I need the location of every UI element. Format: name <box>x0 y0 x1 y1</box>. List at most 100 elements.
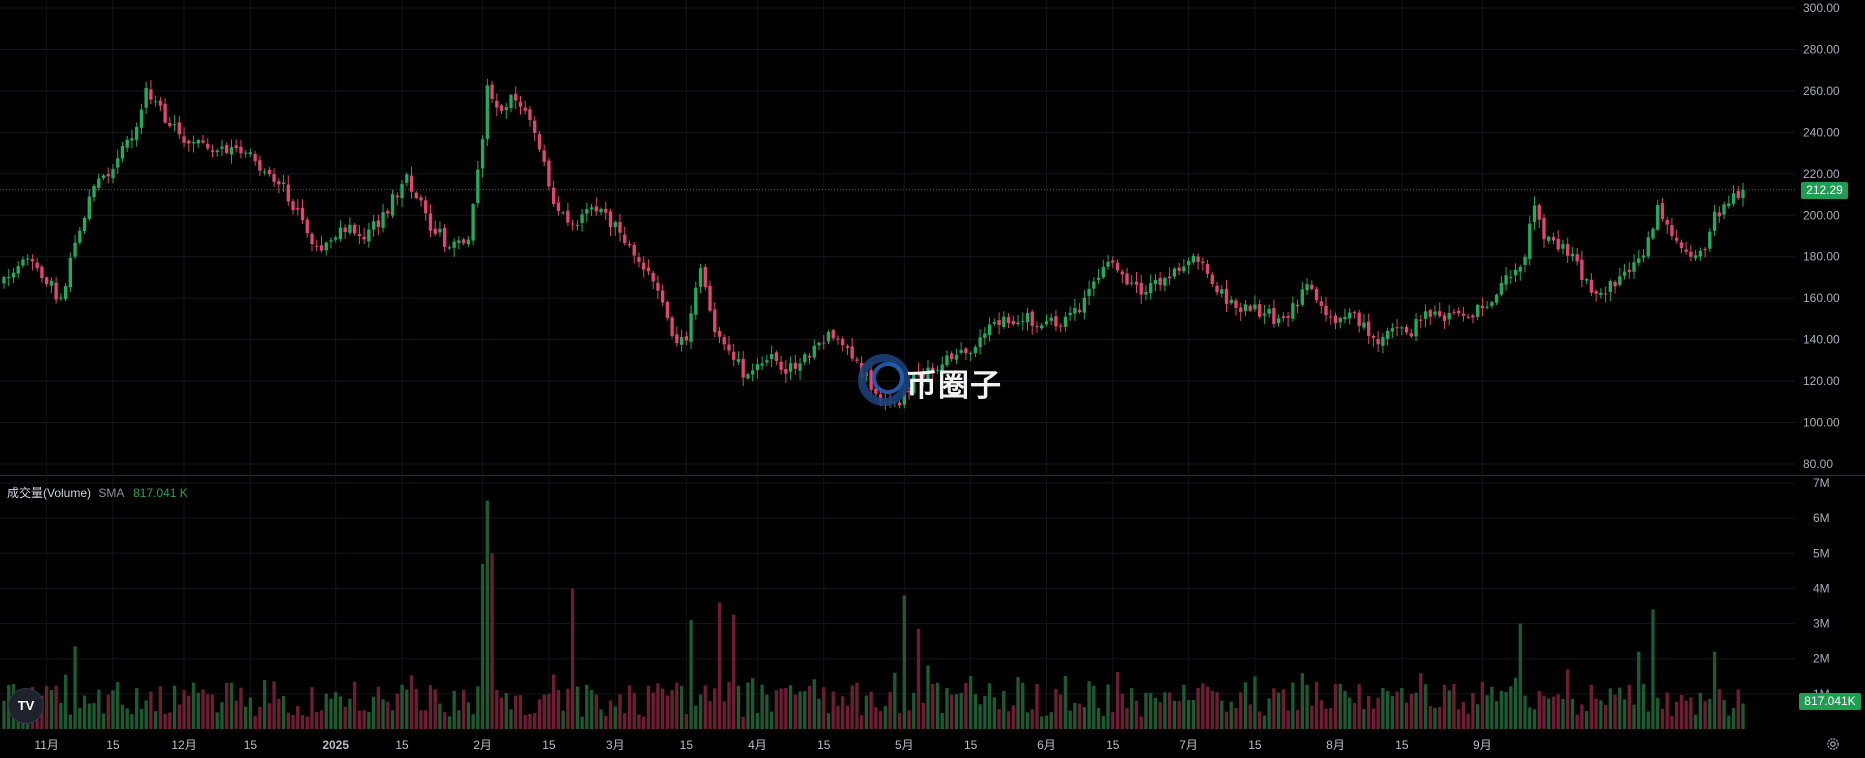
candle-body <box>698 268 703 287</box>
candle-body <box>869 370 873 390</box>
candle-body <box>973 347 978 354</box>
candle-body <box>1040 325 1044 329</box>
volume-bar <box>1366 695 1371 729</box>
candle-body <box>480 139 485 169</box>
candle-body <box>1153 279 1158 285</box>
candle-body <box>1561 244 1565 249</box>
volume-bar <box>144 700 148 729</box>
candle-body <box>461 239 466 244</box>
candle-body <box>414 192 418 199</box>
volume-bar <box>367 712 371 729</box>
volume-bar <box>874 707 878 729</box>
volume-bar <box>1338 683 1342 729</box>
candle-body <box>1428 310 1432 317</box>
volume-bar <box>1409 693 1413 729</box>
candle-body <box>1158 277 1162 285</box>
volume-bar <box>1703 701 1707 729</box>
candle-body <box>116 158 120 168</box>
candle-body <box>703 266 707 288</box>
candle-body <box>1599 292 1603 295</box>
volume-bar <box>97 689 101 729</box>
volume-bar <box>1646 711 1650 729</box>
volume-bar <box>580 716 584 729</box>
candle-body <box>357 234 362 237</box>
candle-body <box>1196 256 1200 262</box>
candle-body <box>1656 204 1660 230</box>
volume-bar <box>864 695 869 729</box>
volume-bar <box>798 691 802 729</box>
volume-bar <box>78 707 82 729</box>
volume-bar <box>239 687 243 729</box>
volume-bar <box>689 620 693 729</box>
candle-body <box>196 140 200 144</box>
candle-body <box>11 272 16 278</box>
volume-bar <box>87 703 91 729</box>
volume-bar <box>1357 684 1361 729</box>
volume-bar <box>116 682 120 729</box>
candle-body <box>604 208 608 213</box>
time-tick-label: 5月 <box>895 738 914 752</box>
volume-bar <box>1125 708 1129 729</box>
volume-bar <box>774 690 779 729</box>
volume-bar <box>1485 695 1489 729</box>
candle-body <box>1490 301 1494 307</box>
volume-bar <box>1092 685 1096 729</box>
time-tick-label: 15 <box>542 738 556 752</box>
volume-bar <box>575 686 580 729</box>
volume-bar <box>822 687 826 729</box>
volume-bar <box>1111 712 1115 729</box>
time-tick-label: 7月 <box>1179 738 1198 752</box>
settings-gear-icon[interactable] <box>1825 736 1841 752</box>
candle-body <box>1741 189 1745 199</box>
volume-bar <box>1457 709 1461 729</box>
volume-indicator-name[interactable]: 成交量(Volume) <box>7 486 92 500</box>
volume-bar <box>54 685 58 729</box>
candle-body <box>1258 304 1262 317</box>
watermark: 币圈子 <box>858 352 1010 408</box>
candle-body <box>149 89 153 100</box>
candle-body <box>902 389 906 405</box>
candle-body <box>1030 311 1034 326</box>
candle-body <box>400 183 404 199</box>
candle-body <box>779 361 783 370</box>
volume-bar <box>1708 699 1712 729</box>
candle-body <box>997 320 1001 326</box>
volume-bar <box>485 500 489 729</box>
candle-body <box>1215 285 1219 293</box>
candle-body <box>1044 321 1049 325</box>
candle-body <box>1077 309 1082 313</box>
volume-bar <box>286 712 290 729</box>
candle-body <box>234 145 238 149</box>
volume-bar <box>1542 696 1546 729</box>
volume-bar <box>803 691 807 729</box>
candle-body <box>229 147 234 155</box>
tradingview-logo-icon[interactable]: TV <box>8 688 44 724</box>
volume-bar <box>907 710 911 729</box>
volume-bar <box>618 694 622 729</box>
volume-bar <box>243 706 248 729</box>
candle-body <box>1343 316 1347 320</box>
candle-body <box>182 136 186 143</box>
candle-body <box>950 353 954 360</box>
candle-body <box>1684 249 1688 252</box>
volume-bar <box>1348 697 1352 729</box>
volume-bar <box>954 694 959 729</box>
candle-body <box>528 109 532 120</box>
volume-bar <box>44 685 49 729</box>
price-tick-label: 100.00 <box>1803 416 1840 430</box>
candle-body <box>1551 236 1556 241</box>
volume-bar <box>1594 698 1598 729</box>
volume-bar <box>973 694 978 729</box>
volume-bar <box>1504 691 1508 729</box>
volume-bar <box>376 686 381 729</box>
volume-bar <box>1566 669 1570 729</box>
volume-bar <box>1153 697 1158 729</box>
volume-bar <box>1087 681 1091 729</box>
volume-bar <box>1428 706 1432 729</box>
volume-bar <box>357 710 362 729</box>
candle-body <box>1281 316 1286 319</box>
candle-body <box>40 266 44 279</box>
candle-body <box>931 367 935 372</box>
